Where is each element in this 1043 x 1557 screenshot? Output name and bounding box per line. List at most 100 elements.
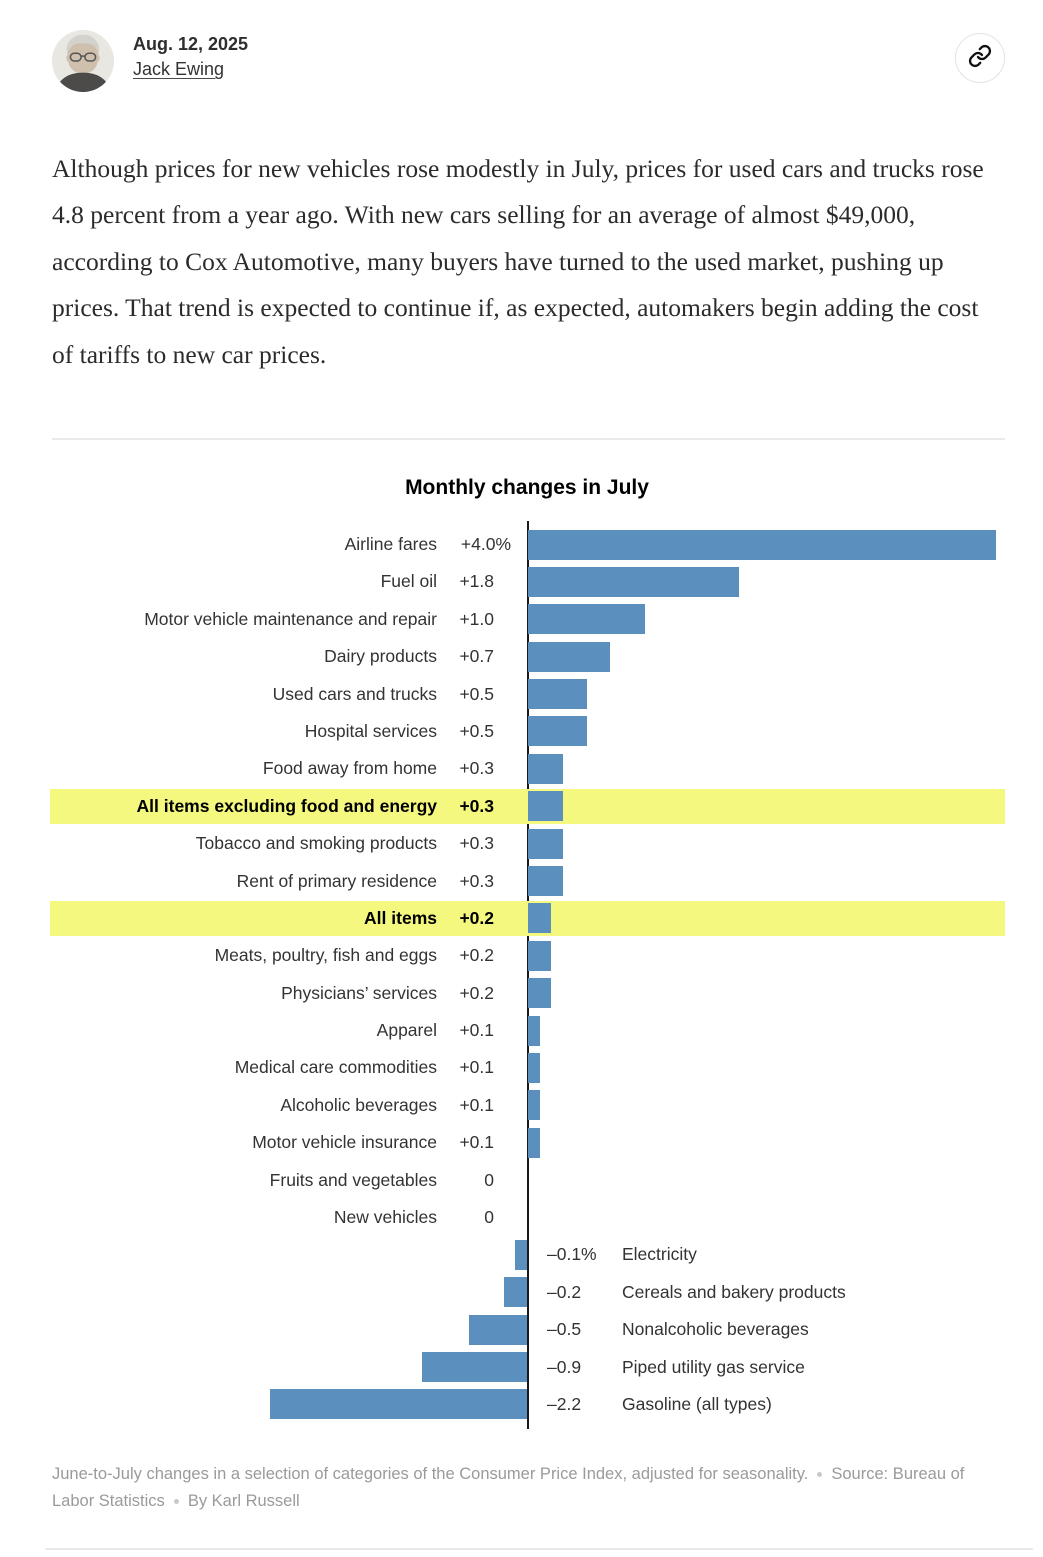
chart-row: Nonalcoholic beverages –0.5 bbox=[0, 1311, 1043, 1348]
bar bbox=[528, 1127, 540, 1158]
value-label: –0.9 bbox=[547, 1356, 582, 1377]
value-label: +0.5 bbox=[459, 683, 494, 704]
value-label: +1.0 bbox=[459, 608, 494, 629]
chart-rows: Airline fares +4.0% Fuel oil +1.8 Motor vehi… bbox=[0, 526, 1043, 1423]
category-label: Cereals and bakery products bbox=[622, 1281, 846, 1302]
chart-row: Electricity –0.1% bbox=[0, 1236, 1043, 1273]
chart-row: Cereals and bakery products –0.2 bbox=[0, 1274, 1043, 1311]
chart-row: Food away from home +0.3 bbox=[0, 750, 1043, 787]
bar bbox=[528, 1015, 540, 1046]
value-label: +0.1 bbox=[459, 1057, 494, 1078]
bar bbox=[528, 753, 564, 784]
value-label: 0 bbox=[484, 1207, 494, 1228]
value-label: +0.1 bbox=[459, 1132, 494, 1153]
bar bbox=[269, 1389, 527, 1420]
share-link-button[interactable] bbox=[955, 33, 1005, 83]
article-paragraph: Although prices for new vehicles rose mo… bbox=[52, 153, 984, 369]
category-label: Piped utility gas service bbox=[622, 1356, 805, 1377]
chart-row: Fuel oil +1.8 bbox=[0, 563, 1043, 600]
chart-row: Physicians’ services +0.2 bbox=[0, 975, 1043, 1012]
value-label: –2.2 bbox=[547, 1393, 582, 1414]
value-label: 0 bbox=[484, 1169, 494, 1190]
bar bbox=[528, 940, 552, 971]
bar bbox=[515, 1239, 527, 1270]
category-label: New vehicles bbox=[333, 1207, 437, 1228]
category-label: Airline fares bbox=[344, 534, 437, 554]
bar bbox=[528, 1090, 540, 1121]
category-label: Motor vehicle insurance bbox=[252, 1132, 437, 1153]
bar bbox=[528, 604, 645, 635]
separator-dot bbox=[817, 1472, 823, 1478]
category-label: Gasoline (all types) bbox=[622, 1393, 772, 1414]
post-header: Aug. 12, 2025 Jack Ewing bbox=[52, 28, 1005, 92]
category-label: Rent of primary residence bbox=[236, 870, 437, 891]
link-icon bbox=[968, 44, 992, 73]
author-link[interactable]: Jack Ewing bbox=[133, 59, 225, 79]
chart-row: Alcoholic beverages +0.1 bbox=[0, 1087, 1043, 1124]
separator-dot bbox=[173, 1499, 179, 1505]
category-label: Alcoholic beverages bbox=[280, 1094, 437, 1115]
value-label: +0.5 bbox=[459, 720, 494, 741]
category-label: Tobacco and smoking products bbox=[195, 833, 437, 854]
chart-row: Dairy products +0.7 bbox=[0, 638, 1043, 675]
chart-row: All items excluding food and energy +0.3 bbox=[0, 788, 1043, 825]
section-divider-bottom bbox=[45, 1548, 1033, 1550]
chart-row: Used cars and trucks +0.5 bbox=[0, 676, 1043, 713]
category-label: All items excluding food and energy bbox=[136, 795, 437, 816]
zero-baseline-axis bbox=[527, 521, 529, 1429]
category-label: Apparel bbox=[376, 1020, 437, 1041]
bar bbox=[528, 828, 564, 859]
category-label: Physicians’ services bbox=[281, 982, 437, 1003]
chart-title: Monthly changes in July bbox=[405, 476, 649, 499]
value-label: +0.3 bbox=[459, 795, 494, 816]
bar bbox=[528, 903, 552, 934]
footnote-byline: By Karl Russell bbox=[187, 1492, 300, 1510]
value-label: –0.5 bbox=[547, 1319, 582, 1340]
bar bbox=[421, 1352, 527, 1383]
author-avatar bbox=[52, 30, 114, 92]
chart-row: Motor vehicle insurance +0.1 bbox=[0, 1124, 1043, 1161]
value-label: +0.3 bbox=[459, 870, 494, 891]
chart-row: Gasoline (all types) –2.2 bbox=[0, 1386, 1043, 1423]
value-label: +0.3 bbox=[459, 833, 494, 854]
category-label: Food away from home bbox=[262, 758, 437, 779]
bar bbox=[528, 866, 564, 897]
category-label: Electricity bbox=[622, 1244, 697, 1265]
bar bbox=[528, 716, 587, 747]
bar bbox=[528, 529, 996, 560]
chart-row: Airline fares +4.0% bbox=[0, 526, 1043, 563]
category-label: Motor vehicle maintenance and repair bbox=[144, 608, 437, 629]
chart-footnote: June-to-July changes in a selection of c… bbox=[52, 1461, 1004, 1515]
chart-row: Medical care commodities +0.1 bbox=[0, 1049, 1043, 1086]
category-label: Nonalcoholic beverages bbox=[622, 1319, 809, 1340]
category-label: Fruits and vegetables bbox=[269, 1169, 437, 1190]
category-label: Dairy products bbox=[324, 646, 437, 667]
bar bbox=[528, 978, 552, 1009]
chart-row: Meats, poultry, fish and eggs +0.2 bbox=[0, 937, 1043, 974]
value-label: +0.7 bbox=[459, 646, 494, 667]
value-label: +0.1 bbox=[459, 1094, 494, 1115]
bar-chart: Airline fares +4.0% Fuel oil +1.8 Motor vehi… bbox=[0, 521, 1043, 1429]
value-label: +0.1 bbox=[459, 1020, 494, 1041]
value-label: +4.0% bbox=[460, 534, 511, 554]
value-label: +1.8 bbox=[459, 571, 494, 592]
value-label: –0.1% bbox=[547, 1244, 597, 1265]
chart-row: Fruits and vegetables 0 bbox=[0, 1162, 1043, 1199]
chart-row: New vehicles 0 bbox=[0, 1199, 1043, 1236]
chart-row: All items +0.2 bbox=[0, 900, 1043, 937]
chart-row: Piped utility gas service –0.9 bbox=[0, 1349, 1043, 1386]
category-label: Meats, poultry, fish and eggs bbox=[214, 945, 437, 966]
bar bbox=[468, 1314, 527, 1345]
chart-row: Rent of primary residence +0.3 bbox=[0, 863, 1043, 900]
value-label: +0.3 bbox=[459, 758, 494, 779]
footnote-caption: June-to-July changes in a selection of c… bbox=[52, 1465, 809, 1483]
bar bbox=[528, 679, 587, 710]
category-label: Medical care commodities bbox=[234, 1057, 437, 1078]
chart-row: Tobacco and smoking products +0.3 bbox=[0, 825, 1043, 862]
chart-row: Hospital services +0.5 bbox=[0, 713, 1043, 750]
category-label: Used cars and trucks bbox=[272, 683, 437, 704]
bar bbox=[528, 791, 564, 822]
chart-row: Apparel +0.1 bbox=[0, 1012, 1043, 1049]
value-label: –0.2 bbox=[547, 1281, 582, 1302]
